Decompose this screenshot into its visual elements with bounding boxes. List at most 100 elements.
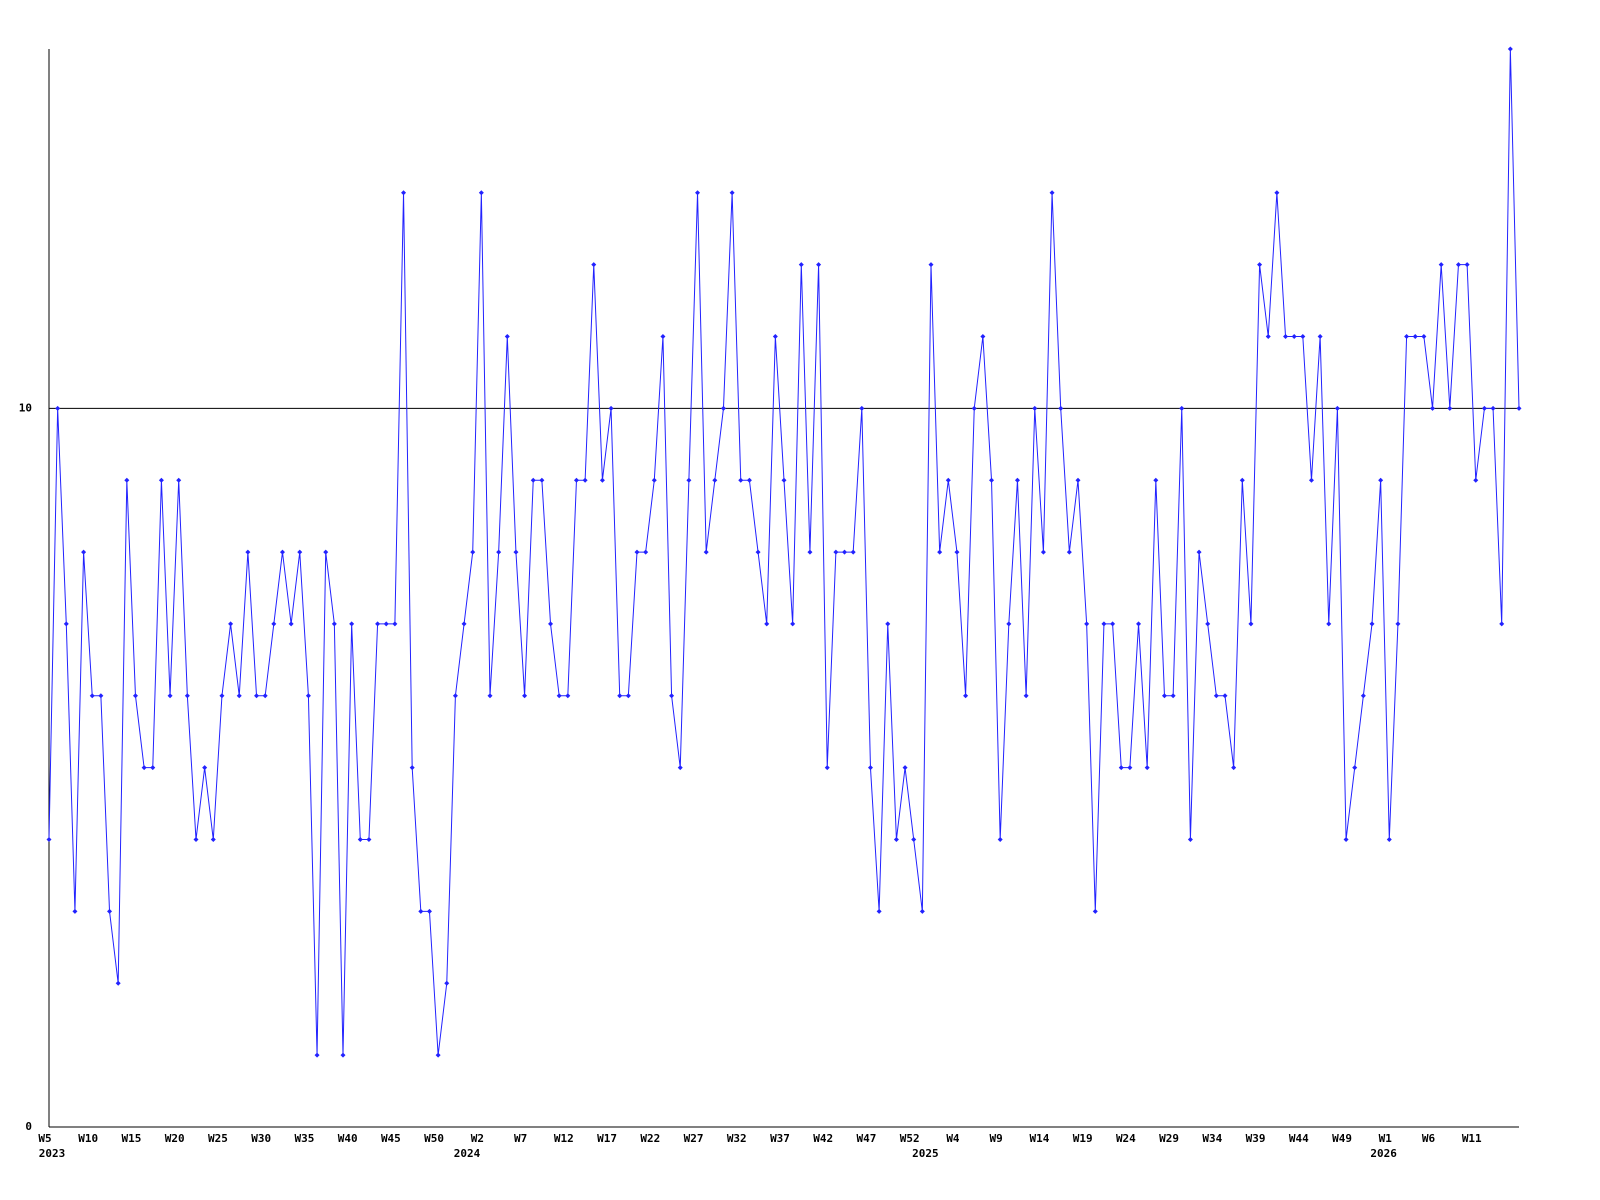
data-point bbox=[1447, 405, 1453, 411]
data-point bbox=[271, 621, 277, 627]
data-point bbox=[210, 837, 216, 843]
data-point bbox=[1248, 621, 1254, 627]
data-point bbox=[885, 621, 891, 627]
data-point bbox=[833, 549, 839, 555]
data-point bbox=[565, 693, 571, 699]
data-point bbox=[1187, 837, 1193, 843]
data-point bbox=[1196, 549, 1202, 555]
data-point bbox=[72, 908, 78, 914]
data-point bbox=[1014, 477, 1020, 483]
data-point bbox=[712, 477, 718, 483]
data-point bbox=[1481, 405, 1487, 411]
data-point bbox=[617, 693, 623, 699]
data-point bbox=[842, 549, 848, 555]
data-point bbox=[478, 190, 484, 196]
data-point bbox=[202, 765, 208, 771]
x-tick-label: W6 bbox=[1422, 1132, 1436, 1145]
data-point bbox=[1058, 405, 1064, 411]
x-tick-label: W1 bbox=[1379, 1132, 1393, 1145]
data-point bbox=[107, 908, 113, 914]
data-point bbox=[608, 405, 614, 411]
data-point bbox=[686, 477, 692, 483]
data-point bbox=[1213, 693, 1219, 699]
data-point bbox=[115, 980, 121, 986]
data-point bbox=[357, 837, 363, 843]
x-tick-label: W37 bbox=[770, 1132, 790, 1145]
x-group-label: 2024 bbox=[454, 1147, 481, 1160]
data-point bbox=[1317, 333, 1323, 339]
data-point bbox=[150, 765, 156, 771]
x-tick-label: W40 bbox=[338, 1132, 358, 1145]
data-point bbox=[997, 837, 1003, 843]
data-point bbox=[470, 549, 476, 555]
data-point bbox=[1084, 621, 1090, 627]
data-point bbox=[893, 837, 899, 843]
x-tick-label: W47 bbox=[857, 1132, 877, 1145]
data-point bbox=[254, 693, 260, 699]
data-point bbox=[790, 621, 796, 627]
data-point bbox=[816, 262, 822, 268]
data-point bbox=[1274, 190, 1280, 196]
data-point bbox=[444, 980, 450, 986]
x-tick-label: W44 bbox=[1289, 1132, 1309, 1145]
data-point bbox=[1092, 908, 1098, 914]
data-point bbox=[634, 549, 640, 555]
data-point bbox=[89, 693, 95, 699]
x-tick-label: W29 bbox=[1159, 1132, 1179, 1145]
data-point bbox=[876, 908, 882, 914]
x-tick-label: W52 bbox=[900, 1132, 920, 1145]
data-point bbox=[1455, 262, 1461, 268]
data-point bbox=[46, 837, 52, 843]
data-point bbox=[1308, 477, 1314, 483]
data-point bbox=[297, 549, 303, 555]
data-point bbox=[738, 477, 744, 483]
data-point bbox=[1300, 333, 1306, 339]
data-point bbox=[219, 693, 225, 699]
data-point bbox=[1257, 262, 1263, 268]
data-point bbox=[911, 837, 917, 843]
data-point bbox=[1430, 405, 1436, 411]
data-point bbox=[1127, 765, 1133, 771]
data-point bbox=[504, 333, 510, 339]
data-point bbox=[798, 262, 804, 268]
data-point bbox=[548, 621, 554, 627]
data-point bbox=[807, 549, 813, 555]
x-group-label: 2023 bbox=[39, 1147, 66, 1160]
x-tick-label: W5 bbox=[38, 1132, 51, 1145]
data-point bbox=[262, 693, 268, 699]
data-point bbox=[919, 908, 925, 914]
data-point bbox=[435, 1052, 441, 1058]
data-point bbox=[340, 1052, 346, 1058]
data-point bbox=[781, 477, 787, 483]
data-point bbox=[660, 333, 666, 339]
data-point bbox=[1023, 693, 1029, 699]
data-point bbox=[1334, 405, 1340, 411]
data-point bbox=[63, 621, 69, 627]
x-group-label: 2025 bbox=[912, 1147, 939, 1160]
data-point bbox=[184, 693, 190, 699]
data-point bbox=[1421, 333, 1427, 339]
data-point bbox=[539, 477, 545, 483]
x-tick-label: W9 bbox=[990, 1132, 1003, 1145]
data-point bbox=[245, 549, 251, 555]
data-point bbox=[1231, 765, 1237, 771]
data-point bbox=[1006, 621, 1012, 627]
data-point bbox=[720, 405, 726, 411]
x-tick-label: W50 bbox=[424, 1132, 444, 1145]
data-point bbox=[522, 693, 528, 699]
x-tick-label: W7 bbox=[514, 1132, 527, 1145]
x-tick-label: W45 bbox=[381, 1132, 401, 1145]
data-point bbox=[859, 405, 865, 411]
data-point bbox=[1507, 46, 1513, 52]
data-point bbox=[1369, 621, 1375, 627]
data-point bbox=[1040, 549, 1046, 555]
data-point bbox=[1516, 405, 1522, 411]
data-point bbox=[1283, 333, 1289, 339]
data-point bbox=[651, 477, 657, 483]
data-point bbox=[599, 477, 605, 483]
data-point bbox=[98, 693, 104, 699]
x-tick-label: W17 bbox=[597, 1132, 617, 1145]
data-point bbox=[1395, 621, 1401, 627]
data-point bbox=[331, 621, 337, 627]
data-point bbox=[772, 333, 778, 339]
